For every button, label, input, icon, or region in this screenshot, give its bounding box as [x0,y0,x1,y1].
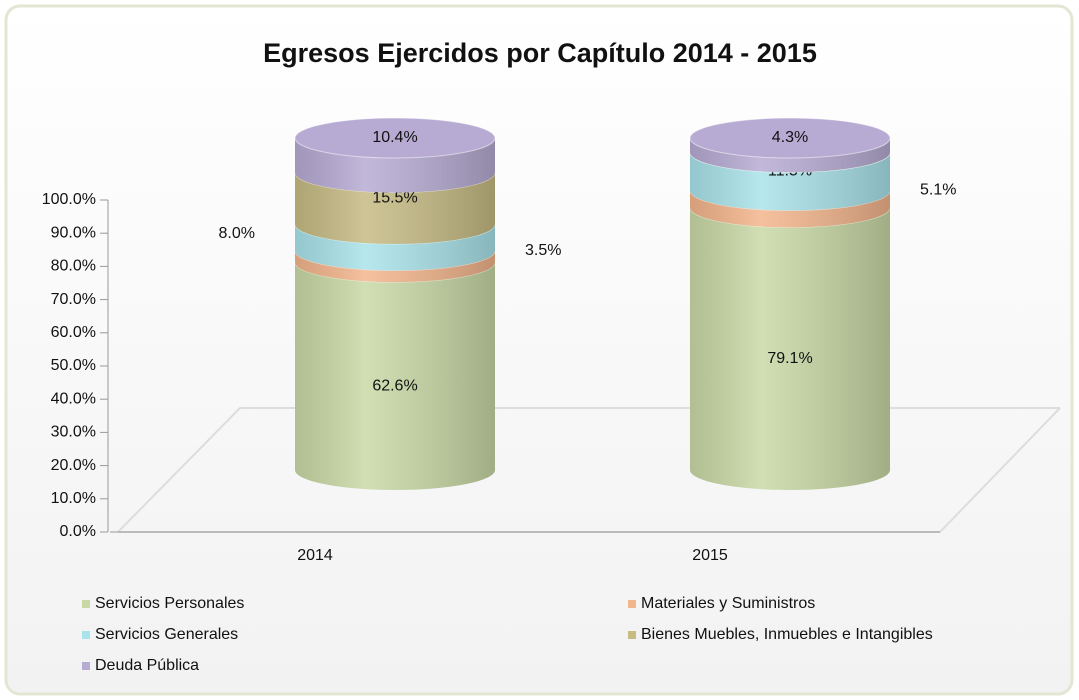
y-tick-label: 100.0% [42,191,96,208]
data-label: 79.1% [767,350,812,367]
cylinder-shade [690,207,890,490]
cylinder-shade [295,262,495,490]
data-label: 62.6% [372,377,417,394]
x-tick-label: 2014 [297,547,333,564]
data-label: 10.4% [372,129,417,146]
legend-label: Deuda Pública [95,657,199,674]
chart-title: Egresos Ejercidos por Capítulo 2014 - 20… [263,38,817,68]
segment [294,241,496,490]
y-tick-label: 60.0% [51,324,96,341]
data-label: 3.5% [525,242,561,259]
segment [689,117,891,173]
legend-swatch [82,631,90,639]
frame [4,4,1074,696]
legend-label: Materiales y Suministros [641,595,815,612]
data-label: 15.5% [372,189,417,206]
y-tick-label: 70.0% [51,291,96,308]
cylinder-top [689,117,891,159]
legend-label: Servicios Personales [95,595,244,612]
legend-swatch [82,662,90,670]
y-tick-label: 10.0% [51,490,96,507]
x-tick-label: 2015 [692,547,728,564]
y-tick-label: 80.0% [51,258,96,275]
y-tick-label: 30.0% [51,424,96,441]
y-tick-label: 20.0% [51,457,96,474]
data-label: 8.0% [219,225,255,242]
y-tick-label: 0.0% [60,523,96,540]
y-tick-label: 50.0% [51,357,96,374]
segment [689,186,891,490]
legend-swatch [628,631,636,639]
segment [294,117,496,193]
cylinder-top [294,117,496,159]
legend-label: Servicios Generales [95,626,238,643]
data-label: 4.3% [772,129,808,146]
y-tick-label: 40.0% [51,390,96,407]
legend-swatch [82,600,90,608]
legend-label: Bienes Muebles, Inmuebles e Intangibles [641,626,933,643]
legend-swatch [628,600,636,608]
y-tick-label: 90.0% [51,224,96,241]
data-label: 5.1% [920,182,956,199]
